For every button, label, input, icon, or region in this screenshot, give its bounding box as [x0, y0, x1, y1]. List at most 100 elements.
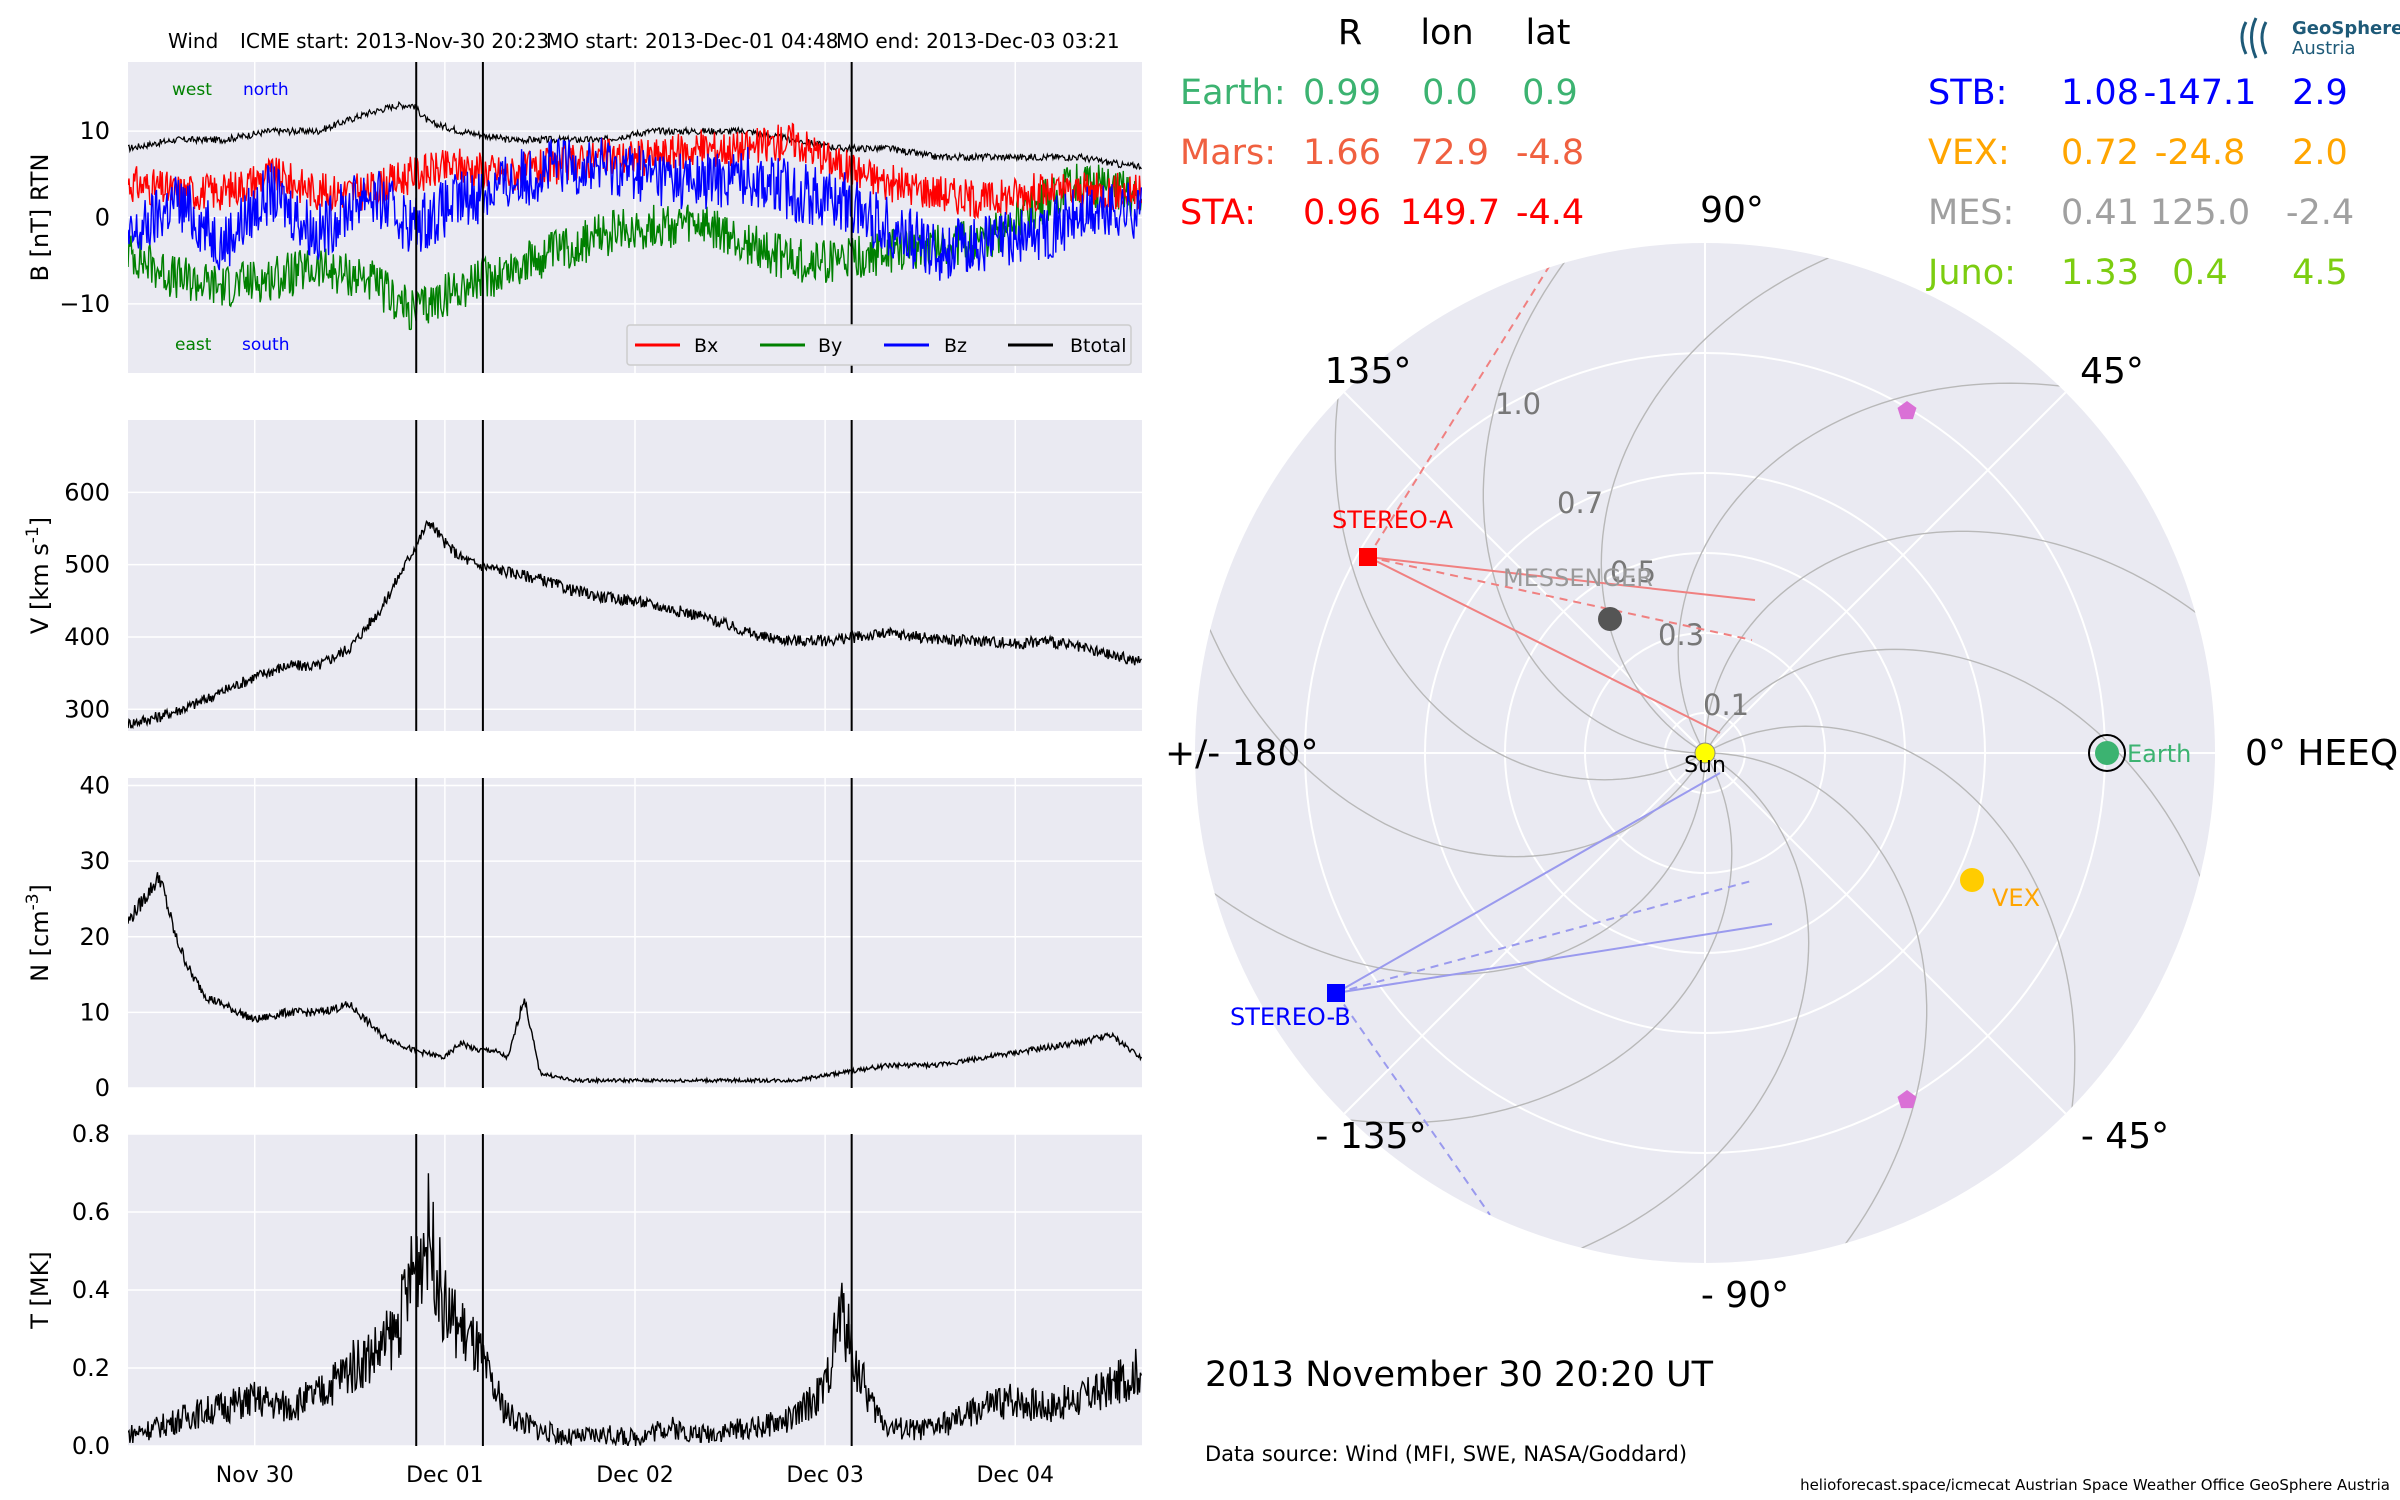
spiral-line — [1704, 530, 2215, 754]
series-line-bx — [128, 122, 1142, 220]
sun-marker — [1694, 742, 1716, 764]
y-tick-label: 10 — [79, 117, 110, 145]
series-line-n — [128, 872, 1142, 1085]
positions-table-rows: Earth: 0.99 0.0 0.9 Mars: 1.66 72.9 -4.8 STA: 0.9… — [1180, 73, 2354, 293]
timeseries-panels: −10 0 10 B [nT] RTN 300 400 500 600 V [km s-1] 0 1… — [23, 62, 1142, 1488]
r-tick-label: 0.5 — [1610, 555, 1656, 589]
parker-spirals — [1195, 243, 2215, 1263]
y-axis-label: V [km s-1] — [23, 517, 54, 634]
table-cell: 0.9 — [1522, 73, 1578, 113]
table-cell: STB: — [1928, 73, 2007, 113]
angle-label: - 90° — [1701, 1275, 1789, 1316]
messenger-label: MESSENGER — [1503, 564, 1653, 592]
header-mo-start: MO start: 2013-Dec-01 04:48 — [546, 29, 839, 53]
stb-fov-dashed — [1335, 879, 1756, 994]
view-lines — [1335, 264, 1773, 1216]
angle-label: 90° — [1700, 190, 1764, 231]
table-cell: Earth: — [1180, 73, 1286, 113]
angle-label: 135° — [1325, 351, 1412, 392]
r-tick-label: 0.1 — [1703, 688, 1749, 722]
stb-fov-line — [1335, 772, 1721, 994]
table-cell: 72.9 — [1411, 133, 1489, 173]
y-tick-label: 20 — [79, 923, 110, 951]
spiral-line — [1482, 243, 1706, 754]
east-label: east — [175, 335, 212, 355]
vex-marker — [1960, 868, 1984, 892]
spiral-line — [1704, 752, 1928, 1263]
y-tick-label: 500 — [64, 551, 110, 579]
legend-by: By — [818, 335, 842, 357]
stereo-a-marker — [1359, 548, 1377, 566]
col-header-r: R — [1338, 13, 1362, 53]
logo-line2: Austria — [2292, 38, 2356, 59]
series-line-bz — [128, 137, 1142, 281]
spiral-line — [1704, 648, 2215, 943]
panel-temperature: 0.0 0.2 0.4 0.6 0.8 T [MK] — [26, 1120, 1142, 1460]
b-direction-labels: west north east south — [172, 80, 289, 355]
spiral-line — [1334, 329, 1706, 781]
positions-table: R lon lat — [1338, 13, 1571, 53]
y-tick-label: 10 — [79, 998, 110, 1026]
table-cell: 149.7 — [1400, 193, 1500, 233]
y-tick-label: 0.2 — [72, 1354, 110, 1382]
table-cell: -2.4 — [2286, 193, 2354, 233]
table-cell: 125.0 — [2150, 193, 2250, 233]
plot-date: 2013 November 30 20:20 UT — [1205, 1355, 1714, 1395]
x-tick-label: Dec 03 — [786, 1463, 864, 1488]
r-tick-label: 1.0 — [1495, 387, 1541, 421]
y-axis-label-sup: -1 — [23, 526, 43, 543]
y-tick-label: 0.0 — [72, 1432, 110, 1460]
panel-magnetic_field: −10 0 10 B [nT] RTN — [26, 62, 1142, 373]
angle-label: +/- 180° — [1165, 733, 1318, 774]
geosphere-logo: GeoSphere Austria — [2240, 17, 2400, 59]
sta-direction-dashed — [1367, 264, 1551, 558]
logo-line1: GeoSphere — [2292, 18, 2400, 39]
x-tick-label: Dec 02 — [596, 1463, 674, 1488]
angle-gridline — [1704, 752, 2067, 1115]
header-icme-start: ICME start: 2013-Nov-30 20:23 — [240, 29, 549, 53]
sta-fov-line — [1367, 556, 1721, 734]
data-source: Data source: Wind (MFI, SWE, NASA/Goddar… — [1205, 1442, 1687, 1466]
table-cell: 0.96 — [1303, 193, 1381, 233]
stb-direction-dashed — [1335, 992, 1491, 1216]
table-cell: STA: — [1180, 193, 1256, 233]
y-tick-label: −10 — [59, 290, 110, 318]
stb-fov-line — [1335, 923, 1773, 994]
table-cell: 1.08 — [2061, 73, 2139, 113]
table-cell: 2.9 — [2292, 73, 2348, 113]
polar-plot: 0.1 0.30.5 0.7 1.0 90° 45° 0° HEEQ - 45° - 90° - … — [1165, 190, 2398, 1316]
angle-gridline — [1343, 391, 1706, 754]
table-cell: -24.8 — [2155, 133, 2246, 173]
vex-label: VEX — [1992, 884, 2040, 912]
table-cell: Juno: — [1926, 253, 2016, 293]
series-group — [128, 1173, 1142, 1446]
spiral-line — [1195, 752, 1706, 976]
geosphere-logo-mark — [2240, 17, 2268, 59]
legend-btotal: Btotal — [1070, 335, 1126, 357]
south-label: south — [242, 335, 289, 355]
table-cell: -147.1 — [2144, 73, 2257, 113]
table-cell: -4.8 — [1516, 133, 1584, 173]
spiral-line — [1704, 725, 2076, 1177]
earth-label: Earth — [2127, 740, 2191, 768]
y-tick-label: 300 — [64, 695, 110, 723]
table-cell: VEX: — [1928, 133, 2010, 173]
series-group — [128, 519, 1142, 730]
table-cell: 0.4 — [2172, 253, 2228, 293]
table-cell: 4.5 — [2292, 253, 2348, 293]
table-cell: MES: — [1928, 193, 2014, 233]
panel-speed: 300 400 500 600 V [km s-1] — [23, 420, 1142, 731]
panel-density: 0 10 20 30 40 N [cm-3] — [23, 772, 1142, 1102]
y-axis-label-end: ] — [26, 884, 54, 893]
y-axis-label: B [nT] RTN — [26, 154, 54, 282]
x-tick-label: Dec 04 — [976, 1463, 1054, 1488]
series-line-v — [128, 519, 1142, 730]
spiral-line — [1677, 382, 2129, 754]
series-group — [128, 100, 1142, 331]
angle-gridline — [1704, 391, 2067, 754]
spiral-line — [1515, 752, 1810, 1263]
header-spacecraft: Wind — [168, 29, 218, 53]
angle-label: 45° — [2080, 351, 2144, 392]
r-tick-label: 0.3 — [1658, 618, 1704, 652]
col-header-lat: lat — [1526, 13, 1571, 53]
